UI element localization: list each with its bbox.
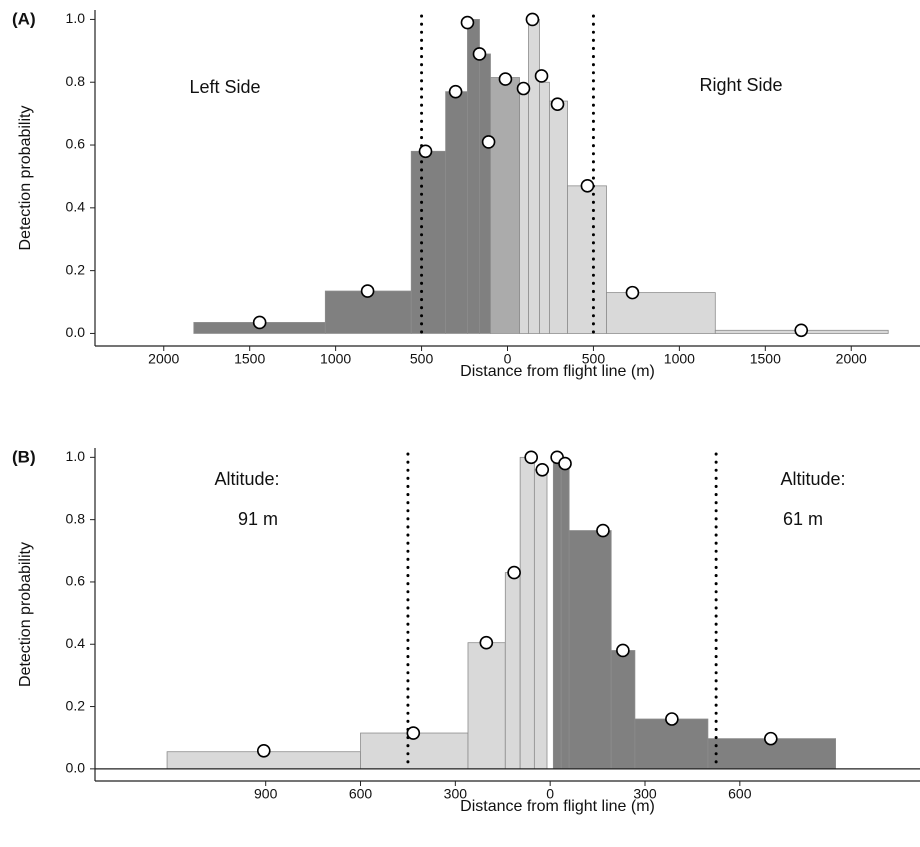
y-axis-label: Detection probability <box>17 542 34 687</box>
data-point <box>479 635 494 650</box>
bar <box>467 19 480 334</box>
data-point <box>596 523 610 538</box>
bar <box>610 650 636 770</box>
data-point <box>448 84 463 99</box>
bar <box>634 718 709 770</box>
y-tick-label: 0.4 <box>66 635 86 651</box>
x-tick-label: 0 <box>504 351 512 367</box>
data-point <box>524 450 539 465</box>
y-tick-label: 0.8 <box>66 73 86 89</box>
data-point <box>525 12 540 27</box>
x-tick-label: 600 <box>349 786 373 802</box>
y-tick-label: 0.2 <box>66 697 86 713</box>
x-tick-label: 300 <box>633 786 657 802</box>
x-tick-label: 300 <box>444 786 468 802</box>
data-point <box>535 463 550 477</box>
data-point <box>252 315 267 330</box>
data-point <box>460 15 475 30</box>
bar <box>549 100 568 334</box>
panel-label: (B) <box>12 447 36 466</box>
bar <box>528 19 540 334</box>
x-tick-label: 2000 <box>836 351 867 367</box>
x-axis-label: Distance from flight line (m) <box>460 363 655 380</box>
x-axis-label: Distance from flight line (m) <box>460 798 655 815</box>
y-axis-label: Detection probability <box>17 106 34 251</box>
data-point <box>794 323 809 338</box>
x-tick-label: 1500 <box>234 351 265 367</box>
annotation: Altitude: <box>780 469 845 489</box>
x-tick-label: 1000 <box>320 351 351 367</box>
bar <box>519 84 529 334</box>
data-point <box>558 456 572 471</box>
annotation: 61 m <box>783 509 823 529</box>
x-tick-label: 500 <box>582 351 606 367</box>
bar <box>533 469 548 770</box>
data-point <box>764 731 778 746</box>
data-point <box>256 743 271 758</box>
y-tick-label: 0.8 <box>66 510 86 526</box>
bar <box>552 456 562 770</box>
data-point <box>550 97 565 112</box>
data-point <box>360 284 375 298</box>
data-point <box>472 47 487 61</box>
annotation: Right Side <box>699 75 782 95</box>
bar <box>445 91 468 334</box>
y-tick-label: 1.0 <box>66 10 86 26</box>
data-point <box>406 726 421 740</box>
bar <box>410 150 447 334</box>
bar <box>519 456 535 770</box>
bar <box>539 81 550 334</box>
bar <box>568 530 612 770</box>
y-tick-label: 0.6 <box>66 573 86 589</box>
data-point <box>534 69 549 83</box>
annotation: 91 m <box>238 509 278 529</box>
annotation: Left Side <box>189 77 260 97</box>
data-point <box>418 144 433 159</box>
data-point <box>516 81 531 96</box>
annotation: Altitude: <box>214 469 279 489</box>
data-point <box>625 285 640 300</box>
y-tick-label: 0.0 <box>66 760 86 776</box>
x-tick-label: 1500 <box>750 351 781 367</box>
y-tick-label: 0.0 <box>66 324 86 340</box>
data-point <box>580 179 595 193</box>
x-tick-label: 600 <box>728 786 752 802</box>
data-point <box>481 135 496 149</box>
y-tick-label: 0.6 <box>66 136 86 152</box>
x-tick-label: 900 <box>254 786 278 802</box>
bar <box>560 463 570 770</box>
x-tick-label: 500 <box>410 351 434 367</box>
x-tick-label: 0 <box>546 786 554 802</box>
y-tick-label: 0.2 <box>66 261 86 277</box>
y-tick-label: 1.0 <box>66 448 86 464</box>
bar <box>467 642 506 770</box>
data-point <box>616 643 630 658</box>
x-tick-label: 2000 <box>148 351 179 367</box>
data-point <box>498 72 513 86</box>
y-tick-label: 0.4 <box>66 199 86 215</box>
bar <box>504 572 521 770</box>
bar <box>490 77 520 334</box>
bar <box>567 185 607 334</box>
bar <box>606 292 716 334</box>
data-point <box>665 712 679 726</box>
x-tick-label: 1000 <box>664 351 695 367</box>
panel-label: (A) <box>12 9 36 28</box>
data-point <box>507 565 521 580</box>
bar <box>479 53 491 334</box>
